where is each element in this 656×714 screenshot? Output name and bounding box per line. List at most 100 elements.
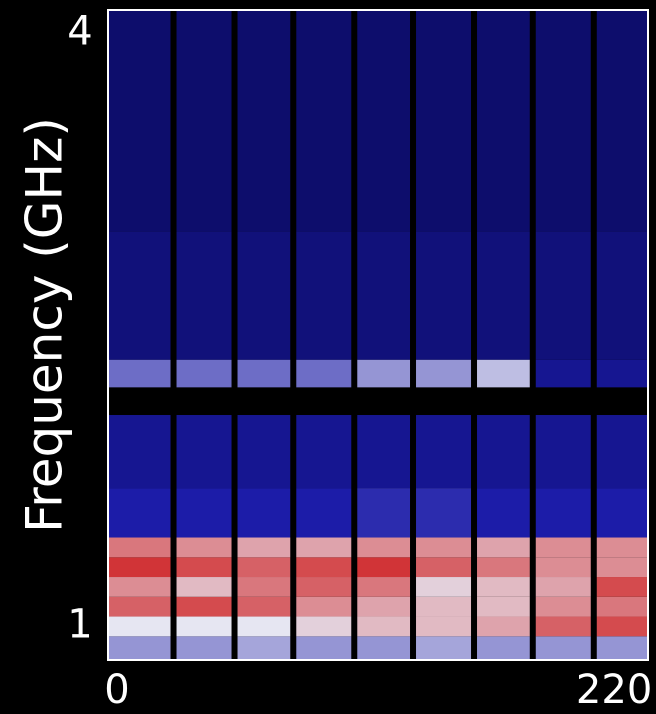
heatmap-cell [357, 537, 411, 558]
heatmap-cell [596, 537, 648, 558]
heatmap-cell [108, 577, 171, 597]
heatmap-cell [237, 537, 291, 558]
heatmap-cell [596, 359, 648, 388]
heatmap-cell [416, 488, 472, 538]
heatmap-cell [176, 359, 232, 388]
heatmap-cell [176, 596, 232, 617]
heatmap-cell [477, 10, 530, 232]
heatmap-cell [596, 636, 648, 660]
heatmap-cell [416, 596, 472, 617]
heatmap-cell [357, 10, 411, 232]
heatmap-cell [176, 231, 232, 360]
heatmap-cell [535, 415, 591, 489]
heatmap-cell [357, 359, 411, 388]
heatmap-cell [296, 577, 352, 597]
heatmap-cell [477, 359, 530, 388]
heatmap-cell [477, 537, 530, 558]
heatmap-cell [296, 636, 352, 660]
x-tick-label: 220 [576, 667, 652, 713]
heatmap-cell [237, 636, 291, 660]
heatmap-cell [237, 616, 291, 637]
y-tick-label: 1 [67, 601, 92, 647]
heatmap-cell [357, 616, 411, 637]
heatmap-cell [296, 557, 352, 578]
heatmap-cell [176, 557, 232, 578]
heatmap-cell [108, 231, 171, 360]
heatmap-cell [176, 577, 232, 597]
heatmap-cell [416, 537, 472, 558]
heatmap-cell [477, 415, 530, 489]
heatmap-cell [176, 488, 232, 538]
heatmap-cell [416, 415, 472, 489]
heatmap-cell [535, 636, 591, 660]
heatmap-cell [296, 415, 352, 489]
heatmap-cell [416, 359, 472, 388]
heatmap-cell [535, 488, 591, 538]
heatmap-cell [596, 415, 648, 489]
heatmap-cell [477, 231, 530, 360]
x-tick-label: 0 [104, 667, 129, 713]
heatmap-cell [357, 231, 411, 360]
heatmap-cell [596, 596, 648, 617]
heatmap-cell [237, 10, 291, 232]
heatmap-cell [296, 10, 352, 232]
heatmap-cell [535, 557, 591, 578]
heatmap-cell [535, 10, 591, 232]
heatmap-cell [596, 231, 648, 360]
heatmap-cell [596, 557, 648, 578]
heatmap-cell [237, 415, 291, 489]
heatmap-cell [296, 537, 352, 558]
heatmap-cell [237, 488, 291, 538]
heatmap-cell [596, 577, 648, 597]
heatmap-cell [176, 537, 232, 558]
heatmap-cell [357, 557, 411, 578]
heatmap-cell [596, 10, 648, 232]
heatmap-cell [357, 488, 411, 538]
heatmap-cell [416, 10, 472, 232]
y-axis-label: Frequency (GHz) [16, 117, 74, 533]
heatmap-cell [237, 359, 291, 388]
heatmap-cell [176, 10, 232, 232]
heatmap-cell [237, 557, 291, 578]
heatmap-cell [108, 488, 171, 538]
heatmap-cell [237, 577, 291, 597]
heatmap-cell [477, 488, 530, 538]
heatmap-cell [416, 231, 472, 360]
plot-border [107, 9, 649, 661]
heatmap-cell [357, 596, 411, 617]
heatmap-cell [477, 577, 530, 597]
heatmap-cell [176, 616, 232, 637]
heatmap-cell [596, 488, 648, 538]
heatmap-cell [535, 359, 591, 388]
heatmap-cell [296, 488, 352, 538]
heatmap-cell [596, 616, 648, 637]
heatmap-cell [108, 557, 171, 578]
heatmap-cell [416, 577, 472, 597]
heatmap-cell [176, 636, 232, 660]
heatmap-cell [535, 596, 591, 617]
heatmap-cell [108, 10, 171, 232]
heatmap-cell [108, 537, 171, 558]
heatmap-cell [108, 616, 171, 637]
heatmap-cell [535, 537, 591, 558]
heatmap-cell [108, 636, 171, 660]
heatmap-cell [108, 596, 171, 617]
heatmap-cell [416, 636, 472, 660]
heatmap-cell [108, 415, 171, 489]
heatmap-cell [477, 616, 530, 637]
heatmap-cell [237, 231, 291, 360]
heatmap-cell [535, 577, 591, 597]
heatmap-cell [357, 415, 411, 489]
heatmap-cell [416, 557, 472, 578]
heatmap-cell [296, 596, 352, 617]
heatmap-cell [296, 616, 352, 637]
heatmap-cell [108, 359, 171, 388]
heatmap-cell [357, 636, 411, 660]
heatmap-cell [296, 359, 352, 388]
heatmap-cell [416, 616, 472, 637]
heatmap-cell [176, 415, 232, 489]
heatmap-cell [237, 596, 291, 617]
y-tick-label: 4 [67, 9, 92, 55]
